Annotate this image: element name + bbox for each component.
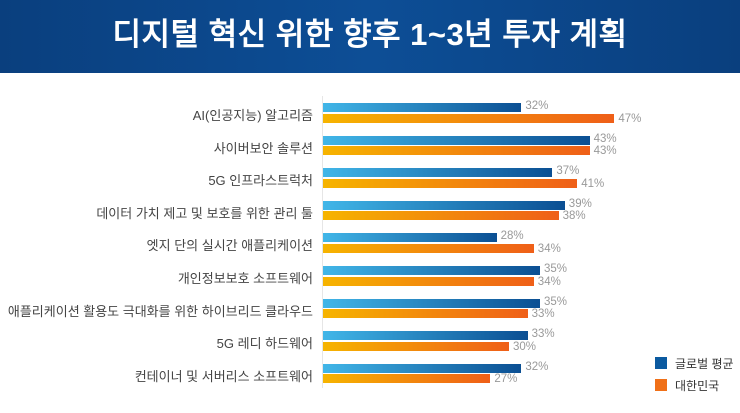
value-label-global: 39%: [568, 197, 592, 210]
bar-korea: [323, 113, 615, 123]
value-label-korea: 30%: [513, 340, 537, 353]
bar-korea: [323, 178, 578, 188]
value-label-korea: 38%: [562, 210, 586, 223]
value-label-global: 35%: [544, 295, 568, 308]
legend-item-global: 글로벌 평균: [655, 352, 734, 374]
legend-swatch-korea: [655, 379, 667, 391]
value-label-global: 35%: [544, 263, 568, 275]
y-axis-line: [322, 96, 323, 388]
bar-global: [323, 103, 522, 112]
bar-global: [323, 363, 522, 373]
value-label-korea: 41%: [581, 177, 605, 190]
value-label-global: 43%: [593, 132, 617, 145]
bar-global: [323, 135, 590, 145]
legend-label-korea: 대한민국: [675, 378, 720, 393]
legend-swatch-global: [655, 357, 667, 369]
value-label-korea: 47%: [618, 112, 642, 125]
category-label: 사이버보안 솔루션: [213, 140, 313, 156]
category-label: 데이터 가치 제고 및 보호를 위한 관리 툴: [96, 205, 313, 221]
bar-global: [323, 233, 497, 243]
value-label-global: 32%: [525, 100, 549, 112]
legend-item-korea: 대한민국: [655, 374, 734, 396]
category-label: 5G 레디 하드웨어: [216, 336, 313, 352]
bar-korea: [323, 146, 590, 156]
value-label-korea: 33%: [531, 308, 555, 321]
value-label-korea: 27%: [494, 373, 518, 386]
value-label-korea: 43%: [593, 145, 617, 158]
bar-global: [323, 266, 540, 275]
chart-title: 디지털 혁신 위한 향후 1~3년 투자 계획: [112, 17, 628, 52]
header-banner: 디지털 혁신 위한 향후 1~3년 투자 계획: [0, 0, 740, 73]
category-label: 개인정보보호 소프트웨어: [177, 271, 313, 286]
bar-korea: [323, 374, 491, 384]
category-label: 5G 인프라스트럭처: [208, 173, 313, 189]
bar-korea: [323, 243, 534, 253]
bar-global: [323, 298, 540, 308]
bar-global: [323, 168, 553, 178]
value-label-korea: 34%: [537, 275, 561, 288]
category-label: 엣지 단의 실시간 애플리케이션: [146, 238, 313, 254]
value-label-global: 33%: [531, 328, 555, 341]
legend-label-global: 글로벌 평균: [675, 356, 734, 371]
legend: 글로벌 평균 대한민국: [655, 352, 734, 396]
category-label: 애플리케이션 활용도 극대화를 위한 하이브리드 클라우드: [7, 303, 313, 319]
value-label-global: 32%: [525, 360, 549, 373]
bar-korea: [323, 211, 559, 221]
bar-korea: [323, 276, 534, 286]
category-label: AI(인공지능) 알고리즘: [192, 108, 313, 123]
category-label: 컨테이너 및 서버리스 소프트웨어: [134, 368, 313, 384]
bar-global: [323, 331, 528, 341]
bar-global: [323, 200, 565, 210]
value-label-global: 28%: [500, 230, 524, 243]
bar-korea: [323, 309, 528, 319]
value-label-korea: 34%: [537, 242, 561, 255]
value-label-global: 37%: [556, 165, 580, 178]
bar-korea: [323, 341, 509, 351]
